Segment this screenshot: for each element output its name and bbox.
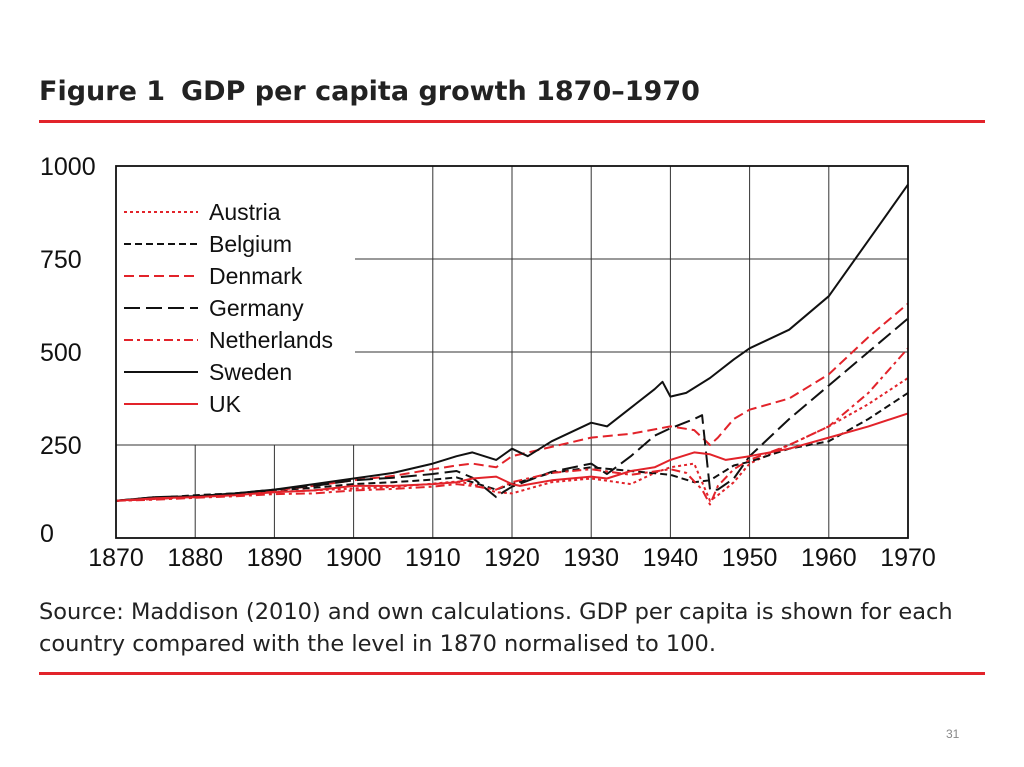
chart-legend: Austria Belgium Denmark Germany Netherlands S… xyxy=(124,199,333,417)
figure-label: Figure 1 xyxy=(39,76,166,107)
x-tick-label: 1900 xyxy=(326,544,382,572)
y-tick-label: 0 xyxy=(40,520,54,548)
y-tick-label: 500 xyxy=(40,339,82,367)
slide-number: 31 xyxy=(946,727,960,741)
legend-label-sweden: Sweden xyxy=(209,359,292,385)
x-tick-label: 1970 xyxy=(880,544,936,572)
legend-label-denmark: Denmark xyxy=(209,263,303,289)
plot-frame xyxy=(115,165,909,539)
heading-rule xyxy=(39,120,985,123)
x-tick-label: 1920 xyxy=(484,544,540,572)
x-tick-label: 1910 xyxy=(405,544,461,572)
y-tick-label: 750 xyxy=(40,246,82,274)
legend-label-germany: Germany xyxy=(209,295,304,321)
x-tick-label: 1880 xyxy=(167,544,223,572)
chart-grid xyxy=(116,166,908,538)
x-tick-label: 1960 xyxy=(801,544,857,572)
x-tick-label: 1890 xyxy=(247,544,303,572)
x-tick-label: 1940 xyxy=(643,544,699,572)
series-line-germany xyxy=(115,317,909,502)
y-tick-label: 250 xyxy=(40,432,82,460)
source-note: Source: Maddison (2010) and own calculat… xyxy=(39,599,953,657)
legend-label-uk: UK xyxy=(209,391,242,417)
x-tick-label: 1930 xyxy=(563,544,619,572)
footer-rule xyxy=(39,672,985,675)
series-line-austria xyxy=(115,377,909,502)
figure-heading: Figure 1 GDP per capita growth 1870–1970 xyxy=(39,76,700,107)
legend-label-austria: Austria xyxy=(209,199,281,225)
chart-series xyxy=(115,184,909,506)
y-tick-label: 1000 xyxy=(40,153,96,181)
axis-tick-labels: 1870 1880 1890 1900 1910 1920 1930 1940 1950 1960… xyxy=(40,153,936,572)
figure-title: GDP per capita growth 1870–1970 xyxy=(181,76,700,107)
x-tick-label: 1870 xyxy=(88,544,144,572)
series-line-uk xyxy=(115,412,909,502)
x-tick-label: 1950 xyxy=(722,544,778,572)
legend-label-belgium: Belgium xyxy=(209,231,292,257)
series-line-sweden xyxy=(115,184,909,502)
legend-label-netherlands: Netherlands xyxy=(209,327,333,353)
